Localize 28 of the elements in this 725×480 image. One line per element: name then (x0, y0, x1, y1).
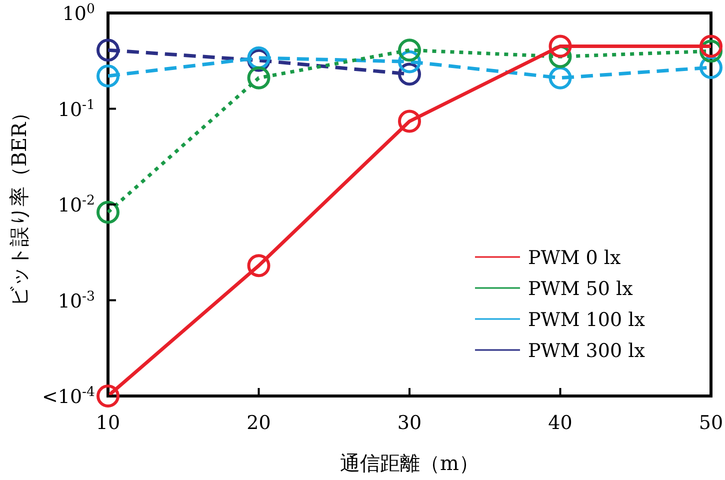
x-axis-title: 通信距離（m） (340, 451, 479, 475)
y-tick-label: 10$^{-3}$ (58, 288, 95, 312)
point (700, 34, 722, 58)
point (548, 34, 572, 58)
point (247, 254, 270, 278)
y-tick-label: 10$^{0}$ (62, 2, 95, 25)
point (398, 38, 421, 62)
x-tick-label: 30 (397, 412, 422, 434)
point (96, 384, 120, 408)
point (548, 66, 572, 90)
y-tick-label: 10$^{-2}$ (58, 193, 95, 216)
x-tick-label: 10 (96, 412, 120, 434)
legend-label: PWM 300 lx (528, 340, 646, 362)
legend-label: PWM 50 lx (528, 278, 634, 300)
y-tick-label: <10$^{-4}$ (42, 384, 95, 408)
point (96, 38, 120, 62)
point (247, 66, 270, 90)
x-tick-label: 50 (698, 412, 724, 434)
point (96, 200, 120, 224)
y-tick-label: 10$^{-1}$ (58, 97, 95, 121)
x-tick-label: 20 (246, 412, 271, 434)
legend-label: PWM 100 lx (528, 309, 646, 331)
y-axis-title: ビット誤り率（BER） (7, 102, 31, 307)
point (96, 64, 120, 88)
x-tick-label: 40 (548, 412, 572, 434)
point (398, 62, 421, 86)
legend-label: PWM 0 lx (528, 247, 622, 269)
point (398, 110, 421, 133)
